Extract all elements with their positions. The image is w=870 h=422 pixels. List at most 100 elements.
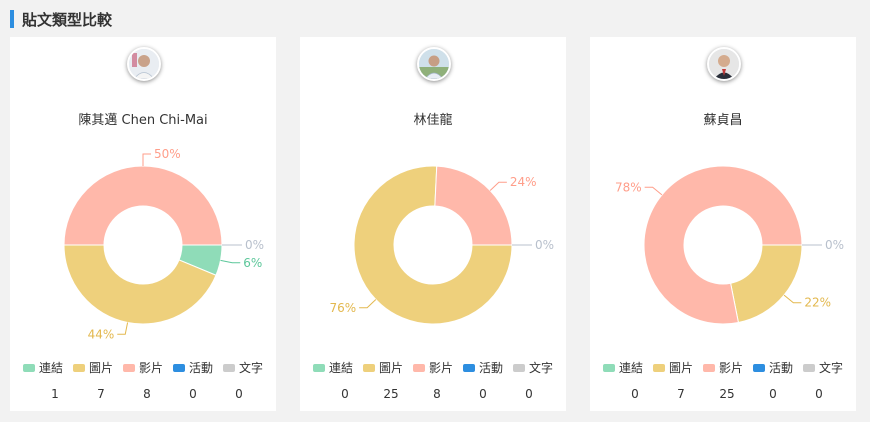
legend-swatch [463, 363, 475, 372]
count-event: 0 [189, 387, 197, 401]
legend-label: 文字 [529, 361, 554, 375]
legend-item-link[interactable]: 連結 [312, 359, 353, 376]
count-video: 25 [719, 387, 735, 401]
avatar-portrait-icon[interactable] [417, 47, 451, 81]
legend-item-event[interactable]: 活動 [463, 359, 503, 376]
data-label-video: 78% [615, 180, 642, 194]
data-label-event: 0% [535, 238, 554, 252]
legend-item-event[interactable]: 活動 [173, 359, 213, 376]
post-counts-row: 0 7 25 0 0 [612, 387, 842, 401]
legend-swatch [122, 363, 135, 372]
legend-item-text[interactable]: 文字 [223, 359, 263, 376]
legend-item-text[interactable]: 文字 [513, 359, 553, 376]
legend-label: 圖片 [378, 361, 403, 375]
legend-label: 活動 [479, 361, 504, 375]
leader-line-photo [117, 322, 129, 335]
legend-item-video[interactable]: 影片 [702, 359, 743, 376]
candidate-card-su: 蘇貞昌 22% 78% 0% 連結 圖片 影片 活動 文字 0 7 25 0 0 [590, 37, 856, 411]
legend-swatch [513, 363, 526, 372]
chart-legend: 連結 圖片 影片 活動 文字 [300, 359, 566, 376]
legend-item-event[interactable]: 活動 [753, 359, 793, 376]
legend-item-link[interactable]: 連結 [602, 359, 643, 376]
slice-video[interactable] [63, 165, 223, 246]
legend-swatch [702, 363, 715, 372]
data-label-photo: 22% [804, 296, 831, 310]
count-photo: 7 [97, 387, 105, 401]
leader-line-link [220, 259, 241, 264]
data-label-photo: 76% [329, 301, 356, 315]
section-accent-bar [10, 10, 14, 28]
legend-swatch [312, 363, 325, 372]
leader-line-photo [783, 294, 802, 304]
legend-label: 圖片 [668, 361, 693, 375]
legend-item-video[interactable]: 影片 [122, 359, 163, 376]
data-label-event: 0% [245, 238, 264, 252]
legend-label: 圖片 [88, 361, 113, 375]
legend-swatch [22, 363, 35, 372]
avatar-portrait-icon[interactable] [127, 47, 161, 81]
count-event: 0 [769, 387, 777, 401]
count-link: 1 [51, 387, 59, 401]
slice-video[interactable] [643, 165, 803, 325]
section-title: 貼文類型比較 [22, 10, 113, 29]
legend-item-photo[interactable]: 圖片 [72, 359, 113, 376]
donut-chart: 6% 44% 50% 0% [63, 147, 264, 341]
count-video: 8 [143, 387, 151, 401]
count-video: 8 [433, 387, 441, 401]
section-header: 貼文類型比較 [10, 9, 112, 29]
candidate-name: 蘇貞昌 [703, 113, 743, 128]
count-link: 0 [341, 387, 349, 401]
data-label-video: 50% [154, 147, 181, 161]
legend-swatch [753, 363, 765, 372]
candidate-name: 林佳龍 [413, 113, 453, 128]
legend-swatch [223, 363, 236, 372]
count-text: 0 [525, 387, 533, 401]
candidate-card-lin: 林佳龍 76% 24% 0% 連結 圖片 影片 活動 文字 0 25 8 0 0 [300, 37, 566, 411]
legend-label: 影片 [718, 361, 743, 375]
data-label-event: 0% [825, 238, 844, 252]
legend-item-link[interactable]: 連結 [22, 359, 63, 376]
legend-label: 連結 [328, 361, 353, 375]
legend-swatch [362, 363, 375, 372]
legend-label: 文字 [819, 361, 844, 375]
count-link: 0 [631, 387, 639, 401]
legend-label: 影片 [428, 361, 453, 375]
legend-label: 活動 [769, 361, 794, 375]
legend-label: 影片 [138, 361, 163, 375]
post-counts-row: 1 7 8 0 0 [32, 387, 262, 401]
legend-swatch [72, 363, 85, 372]
data-label-link: 6% [243, 256, 262, 270]
slice-photo[interactable] [730, 244, 803, 324]
legend-item-photo[interactable]: 圖片 [652, 359, 693, 376]
leader-line-video [489, 181, 507, 191]
legend-label: 活動 [189, 361, 214, 375]
candidate-card-chen: 陳其邁 Chen Chi-Mai 6% 44% 50% 0% 連結 圖片 影片 活動 … [10, 37, 276, 411]
post-counts-row: 0 25 8 0 0 [322, 387, 552, 401]
count-text: 0 [815, 387, 823, 401]
chart-legend: 連結 圖片 影片 活動 文字 [10, 359, 276, 376]
leader-line-photo [359, 299, 377, 309]
chart-legend: 連結 圖片 影片 活動 文字 [590, 359, 856, 376]
leader-line-video [644, 186, 663, 196]
slice-photo[interactable] [353, 165, 513, 325]
avatar-portrait-icon[interactable] [707, 47, 741, 81]
data-label-video: 24% [510, 175, 537, 189]
legend-label: 連結 [38, 361, 63, 375]
count-photo: 7 [677, 387, 685, 401]
leader-line-video [142, 153, 151, 166]
legend-item-video[interactable]: 影片 [412, 359, 453, 376]
legend-item-photo[interactable]: 圖片 [362, 359, 403, 376]
slice-photo[interactable] [63, 244, 217, 325]
slice-video[interactable] [434, 165, 513, 246]
count-event: 0 [479, 387, 487, 401]
legend-item-text[interactable]: 文字 [803, 359, 843, 376]
donut-chart: 76% 24% 0% [329, 165, 554, 325]
legend-swatch [173, 363, 185, 372]
count-text: 0 [235, 387, 243, 401]
data-label-photo: 44% [88, 327, 115, 341]
legend-label: 文字 [239, 361, 264, 375]
legend-swatch [602, 363, 615, 372]
legend-swatch [803, 363, 816, 372]
donut-chart: 22% 78% 0% [615, 165, 844, 325]
legend-swatch [412, 363, 425, 372]
